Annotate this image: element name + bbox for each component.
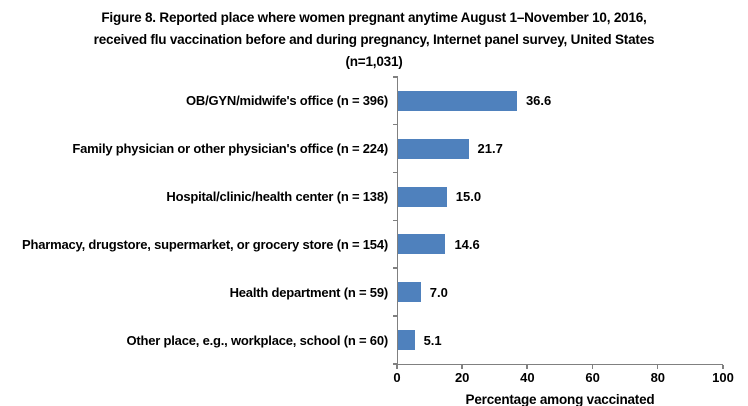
x-axis-title: Percentage among vaccinated: [465, 392, 655, 406]
y-axis-tick: [393, 219, 398, 221]
category-label: Family physician or other physician's of…: [72, 141, 388, 157]
chart-title-line-2: received flu vaccination before and duri…: [93, 32, 655, 47]
chart-row: Pharmacy, drugstore, supermarket, or gro…: [22, 220, 723, 268]
bar: [398, 330, 415, 351]
y-axis-tick: [393, 76, 398, 78]
chart-row: Health department (n = 59) 7.0: [230, 268, 723, 316]
chart-row: OB/GYN/midwife's office (n = 396) 36.6: [186, 77, 723, 125]
x-axis-tick-label: 80: [650, 370, 666, 385]
chart-row: Family physician or other physician's of…: [72, 125, 723, 173]
value-label: 7.0: [429, 284, 448, 300]
bar: [398, 186, 447, 207]
x-axis: 0 20 40 60 80 100: [393, 364, 734, 388]
x-axis-tick-label: 0: [393, 370, 401, 385]
chart-title-line-1: Figure 8. Reported place where women pre…: [101, 10, 647, 25]
bar: [398, 234, 446, 255]
category-label: Hospital/clinic/health center (n = 138): [166, 189, 388, 205]
x-axis-tick: [656, 365, 659, 369]
x-axis-tick-label: 60: [585, 370, 600, 385]
chart-row: Other place, e.g., workplace, school (n …: [126, 316, 723, 364]
x-axis-tick: [591, 365, 594, 369]
y-axis-tick: [393, 171, 398, 174]
y-axis-tick: [393, 123, 398, 126]
x-axis-tick-label: 100: [712, 370, 734, 385]
category-label: Other place, e.g., workplace, school (n …: [126, 332, 388, 348]
y-axis-tick: [393, 363, 398, 365]
chart-title: Figure 8. Reported place where women pre…: [0, 7, 748, 73]
category-label: Pharmacy, drugstore, supermarket, or gro…: [22, 236, 388, 252]
x-axis-tick: [526, 365, 528, 369]
value-label: 15.0: [455, 189, 482, 205]
x-axis-tick: [396, 365, 398, 369]
plot-area: OB/GYN/midwife's office (n = 396) 36.6 Fam…: [0, 76, 748, 406]
x-axis-tick-label: 40: [520, 370, 535, 385]
x-axis-tick-label: 20: [454, 370, 470, 385]
value-label: 14.6: [454, 236, 480, 252]
bar: [398, 282, 421, 303]
x-axis-tick: [461, 365, 463, 369]
chart-row: Hospital/clinic/health center (n = 138) 1…: [166, 173, 723, 221]
bar: [398, 138, 469, 159]
x-axis-tick: [722, 365, 724, 369]
bar-rows: OB/GYN/midwife's office (n = 396) 36.6 Fam…: [22, 76, 723, 365]
bar: [398, 90, 517, 111]
value-label: 5.1: [423, 332, 442, 348]
value-label: 36.6: [525, 93, 552, 109]
category-label: OB/GYN/midwife's office (n = 396): [185, 93, 388, 109]
value-label: 21.7: [477, 141, 503, 157]
category-label: Health department (n = 59): [229, 284, 389, 300]
y-axis-tick: [393, 315, 398, 317]
chart-title-line-3: (n=1,031): [345, 54, 403, 69]
y-axis-tick: [393, 267, 398, 269]
